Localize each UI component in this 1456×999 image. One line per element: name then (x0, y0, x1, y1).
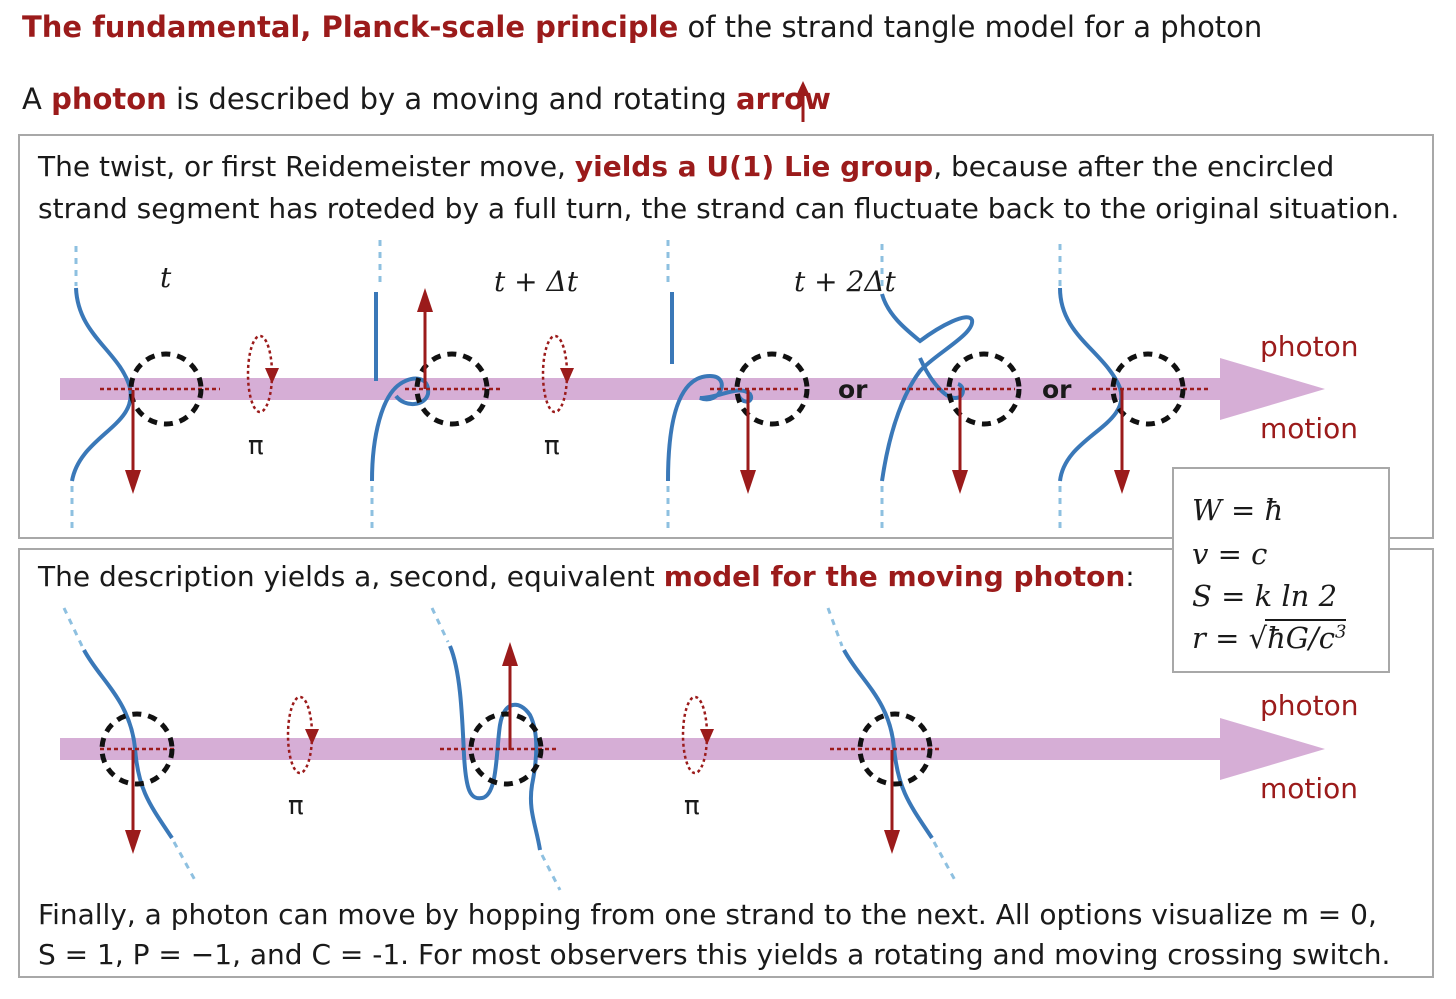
tangle-step-4 (880, 244, 1022, 531)
panel2-line1-pre: The description yields a, second, equiva… (38, 560, 664, 593)
rotation-icon (286, 695, 319, 775)
motion-label-top: photon (1260, 330, 1359, 363)
title-line: The fundamental, Planck-scale principle … (22, 9, 1262, 45)
panel2-line1-bold: model for the moving photon (663, 560, 1126, 593)
or-label: or (838, 375, 868, 404)
sqrt-icon: √ (1248, 621, 1268, 655)
panel1-line2: strand segment has roteded by a full tur… (38, 192, 1400, 225)
tangle-step-3 (666, 240, 810, 531)
footer-line1: Finally, a photon can move by hopping fr… (38, 898, 1377, 931)
equation-speed: v = c (1192, 537, 1268, 571)
time-label-t-2dt: t + 2Δt (794, 265, 897, 298)
motion-arrowhead (1220, 358, 1325, 420)
hop-step-2 (430, 607, 562, 891)
panel1-line1: The twist, or first Reidemeister move, y… (38, 146, 1334, 188)
intro-photon: photon (51, 82, 167, 116)
intro-mid: is described by a moving and rotating (166, 82, 736, 116)
equation-radius: r = √ħG/c3 (1192, 619, 1347, 655)
motion-label-top: photon (1260, 689, 1359, 722)
equation-entropy: S = k ln 2 (1192, 579, 1338, 613)
pi-label: π (684, 791, 700, 821)
motion-label-bottom: motion (1260, 412, 1358, 445)
up-arrow-icon (796, 81, 810, 122)
equation-radius-root: ħG/c3 (1265, 619, 1347, 655)
equation-radius-lhs: r = (1192, 621, 1249, 655)
motion-arrowhead (1220, 718, 1325, 780)
equation-radius-root-text: ħG/c (1267, 621, 1335, 655)
panel1-line1-bold: yields a U(1) Lie group (574, 150, 934, 183)
footer-line2: S = 1, P = −1, and C = -1. For most obse… (38, 938, 1391, 971)
title-bold: The fundamental, Planck-scale principle (22, 10, 679, 44)
panel1-figure: t t + Δt t + 2Δt π π or or photon motion (60, 240, 1359, 531)
tangle-step-5 (1058, 244, 1210, 531)
panel2-line1-post: : (1125, 560, 1135, 593)
pi-label: π (544, 431, 560, 461)
intro-arrow-word: arrow (735, 82, 831, 116)
pi-label: π (248, 431, 264, 461)
time-label-t: t (160, 261, 172, 294)
pi-label: π (288, 791, 304, 821)
time-label-t-dt: t + Δt (494, 265, 579, 298)
intro-line: A photon is described by a moving and ro… (22, 81, 831, 117)
rotation-icon (246, 334, 279, 414)
rotation-icon (541, 334, 574, 414)
panel1-line1-pre: The twist, or first Reidemeister move, (38, 150, 575, 183)
equation-action: W = ħ (1192, 493, 1284, 527)
equation-box: W = ħ v = c S = k ln 2 r = √ħG/c3 (1172, 467, 1390, 673)
equation-radius-exponent: 3 (1334, 621, 1347, 643)
hop-step-1 (62, 607, 198, 883)
rotation-icon (681, 695, 714, 775)
hop-step-3 (826, 607, 958, 883)
or-label: or (1042, 375, 1072, 404)
motion-band (60, 738, 1240, 760)
title-rest: of the strand tangle model for a photon (678, 10, 1263, 44)
panel2-line1: The description yields a, second, equiva… (38, 556, 1135, 598)
panel1-line1-post: , because after the encircled (933, 150, 1335, 183)
tangle-step-1 (70, 246, 220, 531)
motion-label-bottom: motion (1260, 772, 1358, 805)
panel2-figure: π π photon motion (60, 607, 1359, 891)
intro-pre: A (22, 82, 52, 116)
tangle-step-2 (370, 240, 502, 531)
